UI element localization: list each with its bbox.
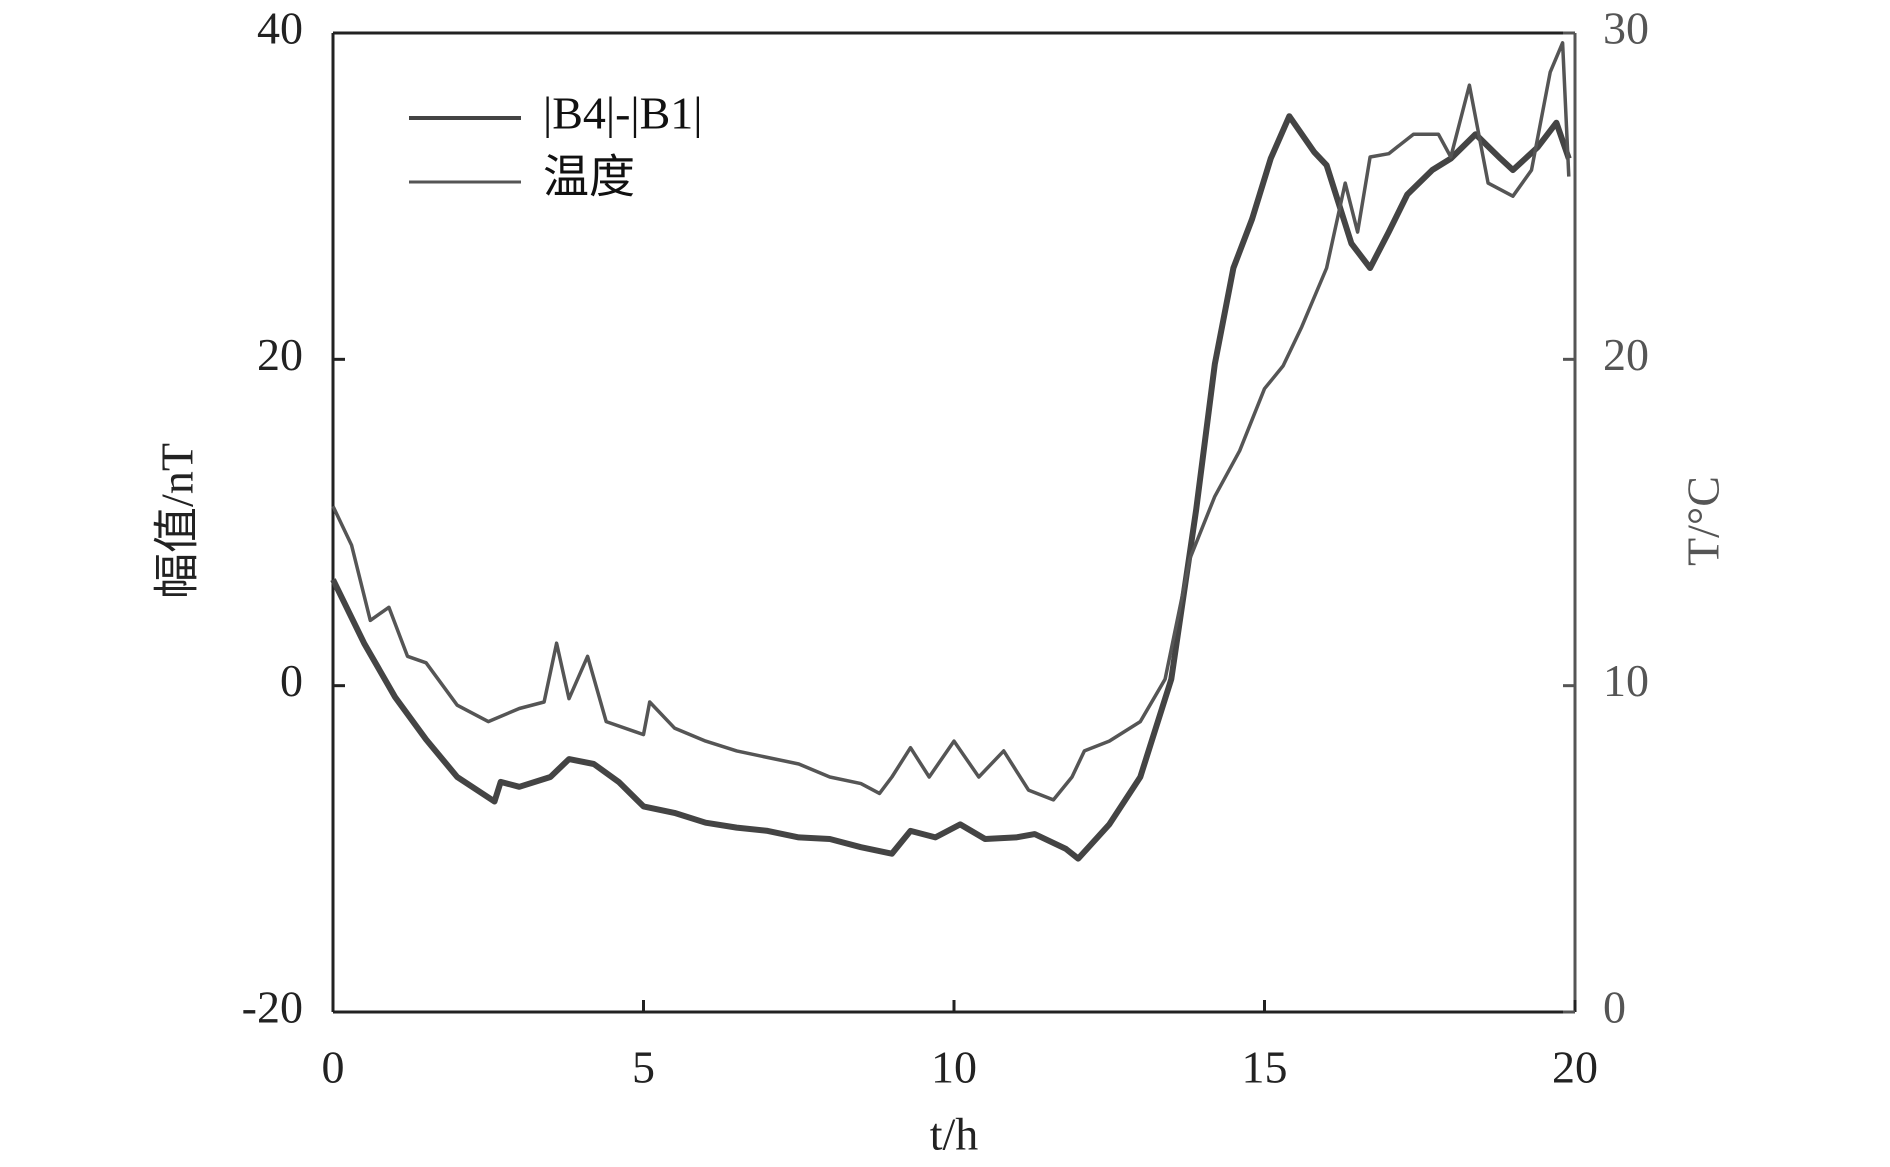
series-line [331,41,1571,802]
y-tick-label: 0 [280,655,303,706]
legend-label: |B4|-|B1| [543,88,703,139]
x-tick-label: 0 [322,1042,345,1093]
y-tick-label: 20 [257,329,303,380]
x-tick-label: 10 [931,1042,977,1093]
y-tick-label: 40 [257,3,303,54]
legend-label: 温度 [543,152,635,203]
y-tick-label: -20 [242,982,303,1033]
y2-tick-label: 30 [1603,3,1649,54]
y2-tick-label: 20 [1603,329,1649,380]
x-axis-label: t/h [930,1109,979,1160]
x-tick-label: 5 [632,1042,655,1093]
y2-tick-label: 10 [1603,655,1649,706]
y2-tick-label: 0 [1603,982,1626,1033]
x-tick-label: 15 [1242,1042,1288,1093]
y-axis-label: 幅值/nT [152,443,203,599]
series-line [330,113,1572,862]
x-tick-label: 20 [1552,1042,1598,1093]
y2-axis-label: T/°C [1678,476,1729,566]
